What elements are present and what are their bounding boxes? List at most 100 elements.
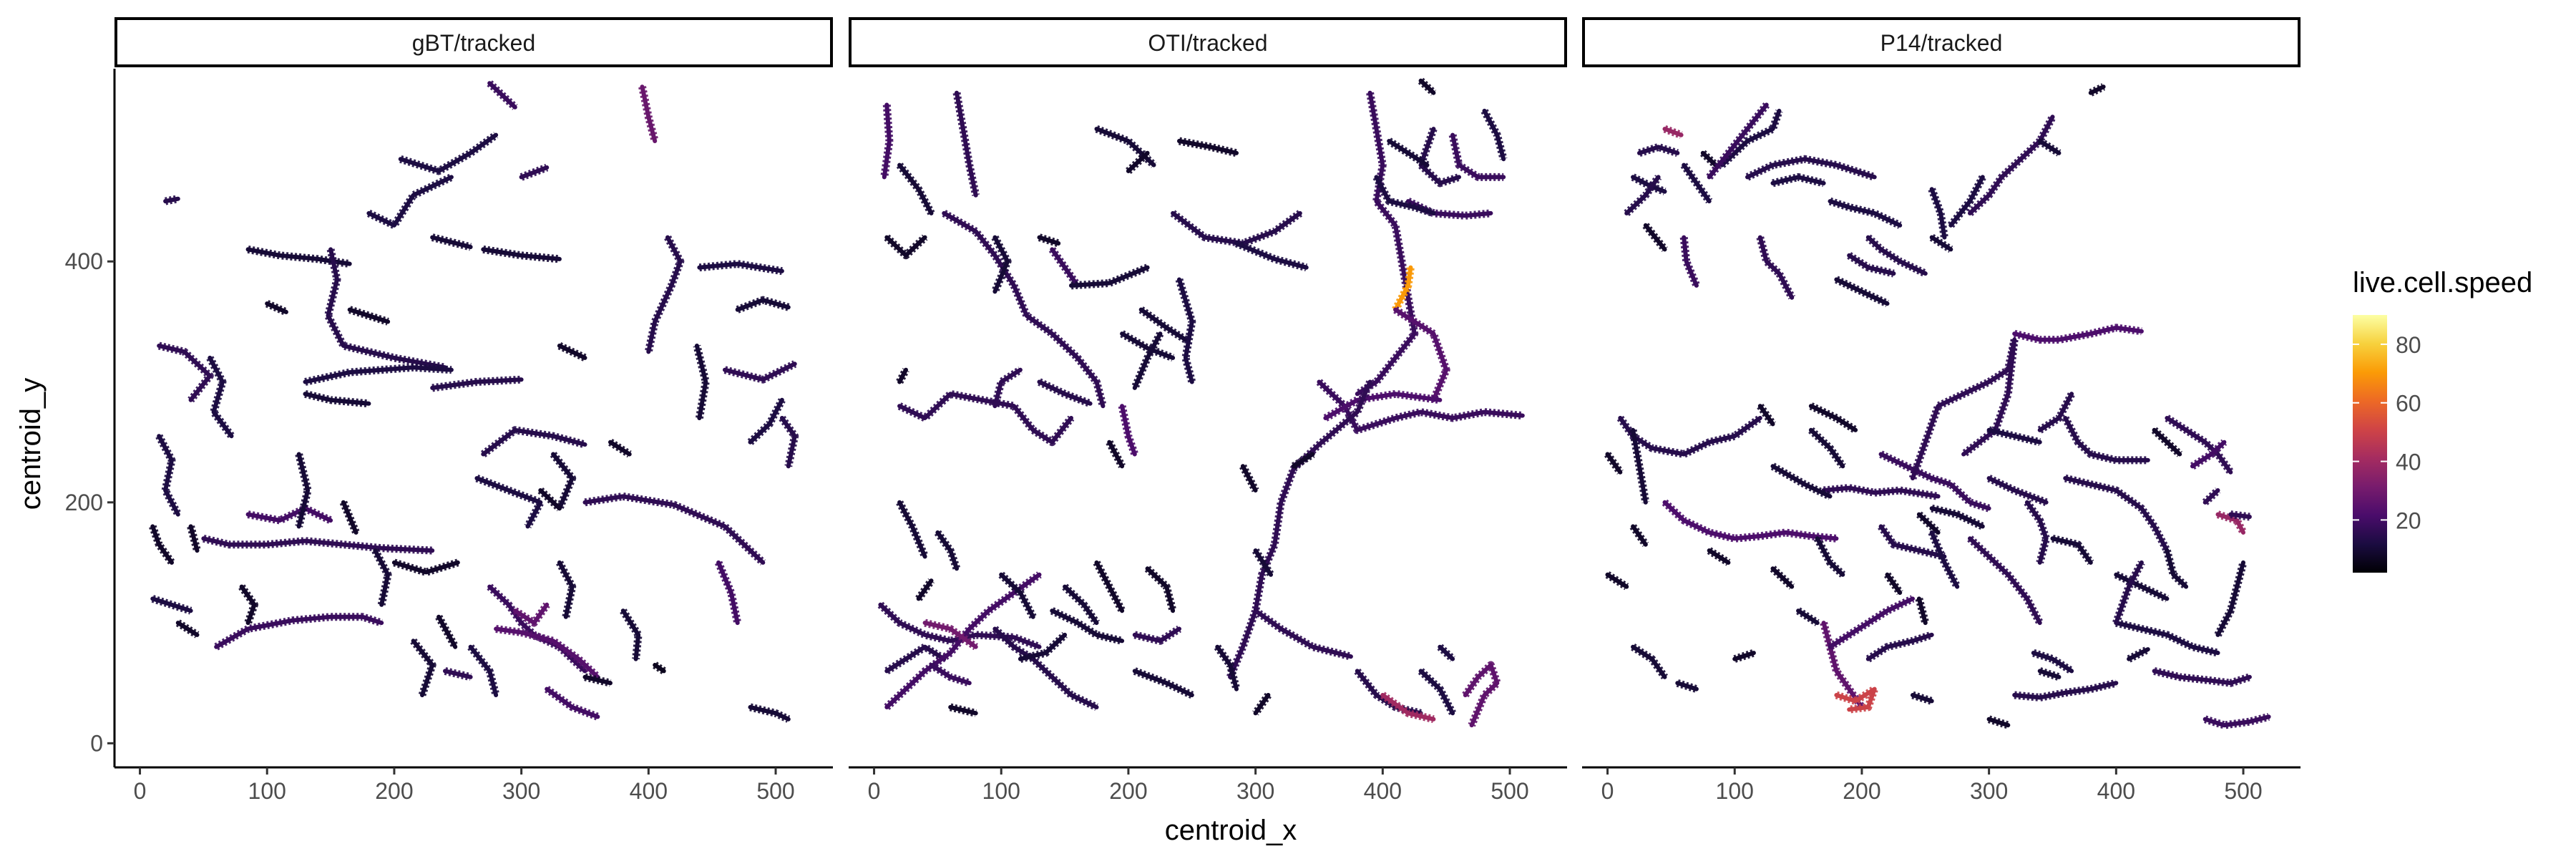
cell-track <box>1770 175 1826 185</box>
track-halo <box>1354 668 1422 717</box>
x-tick-label: 0 <box>868 778 881 804</box>
cell-track <box>992 626 1099 709</box>
cell-track <box>694 344 708 420</box>
facet-panel: OTI/tracked 0 100 200 300 400 500 <box>849 17 1567 804</box>
cell-track <box>443 669 473 679</box>
cell-track <box>239 584 257 626</box>
cell-track <box>884 572 1042 709</box>
x-tick-label: 400 <box>2097 778 2135 804</box>
cell-track <box>1745 157 1877 180</box>
cell-track <box>882 102 892 180</box>
cell-track <box>1757 235 1795 300</box>
cell-track <box>557 560 575 619</box>
cell-track <box>1834 686 1877 712</box>
x-tick-label: 300 <box>1970 778 2008 804</box>
cell-track <box>897 367 908 384</box>
cell-track <box>1177 139 1239 155</box>
cell-track <box>1418 127 1461 185</box>
cell-track <box>347 307 391 324</box>
cell-track <box>1374 175 1436 215</box>
cell-track <box>538 488 562 511</box>
cell-track <box>1215 644 1239 691</box>
cell-track <box>326 247 447 370</box>
cell-track <box>1171 210 1302 246</box>
cell-track <box>391 560 460 575</box>
cell-track <box>303 365 454 384</box>
cell-track <box>1865 632 1934 661</box>
color-legend: live.cell.speed 20 40 60 80 <box>2353 267 2532 573</box>
cell-track <box>1929 235 1953 252</box>
track-layer <box>149 80 799 723</box>
cell-track <box>2114 572 2170 601</box>
cell-track <box>1847 253 1896 276</box>
cell-track <box>1968 536 2042 626</box>
cell-track <box>1808 404 1858 432</box>
cell-track <box>1916 512 1941 535</box>
cell-track <box>150 596 193 613</box>
cell-track <box>1631 644 1667 679</box>
cell-track <box>646 235 683 354</box>
cell-track <box>779 416 797 469</box>
cell-track <box>208 355 234 439</box>
cell-track <box>1815 536 1845 577</box>
cell-track <box>1132 331 1163 390</box>
cell-track <box>1094 127 1156 168</box>
cell-track <box>1018 632 1068 661</box>
cell-track <box>163 196 180 204</box>
legend-tick-label: 80 <box>2396 332 2421 358</box>
cell-track <box>2031 651 2074 674</box>
cell-track <box>916 578 934 601</box>
cell-track <box>935 530 959 571</box>
cell-track <box>653 663 666 674</box>
cell-track <box>2050 536 2093 565</box>
cell-track <box>430 235 473 249</box>
track-halo <box>1662 499 1837 543</box>
cell-track <box>474 476 543 529</box>
cell-track <box>1929 506 1985 529</box>
cell-track <box>942 210 1106 409</box>
cell-track <box>557 344 587 360</box>
cell-track <box>1605 572 1629 589</box>
cell-track <box>1050 247 1080 288</box>
cell-track <box>2114 560 2144 626</box>
cell-track <box>2024 500 2049 565</box>
cell-track <box>1380 693 1436 722</box>
cell-track <box>1418 78 1436 95</box>
cell-track <box>999 572 1035 619</box>
cell-track <box>723 361 797 382</box>
cell-track <box>512 602 550 626</box>
facet-strip-label: P14/tracked <box>1880 30 2003 56</box>
x-tick-label: 0 <box>1601 778 1614 804</box>
legend-colorbar <box>2353 315 2387 573</box>
cell-track <box>884 644 947 674</box>
cell-track <box>157 434 180 517</box>
cell-track <box>735 298 791 312</box>
cell-track <box>303 392 371 406</box>
legend-tick-label: 20 <box>2396 508 2421 533</box>
cell-track <box>1675 681 1699 691</box>
cell-track <box>494 626 600 679</box>
cell-track <box>716 560 740 626</box>
cell-track <box>1700 150 1718 168</box>
track-layer <box>877 77 1525 728</box>
cell-track <box>1821 485 1941 499</box>
cell-track <box>2037 392 2074 432</box>
cell-track <box>1662 500 1839 541</box>
cell-track <box>1037 379 1093 406</box>
cell-track <box>1796 608 1820 626</box>
cell-track <box>1234 241 1309 270</box>
facet-strip <box>114 17 833 67</box>
track-halo <box>1226 380 1374 679</box>
x-tick-label: 500 <box>1491 778 1528 804</box>
cell-track <box>551 452 575 511</box>
cell-track <box>2037 669 2062 679</box>
cell-track <box>341 500 358 535</box>
cell-track <box>1624 175 1661 215</box>
cell-track <box>1643 223 1667 252</box>
x-tick-label: 400 <box>630 778 668 804</box>
x-tick-label: 200 <box>375 778 413 804</box>
cell-track <box>1968 115 2055 215</box>
cell-track <box>201 536 435 553</box>
x-axis-title: centroid_x <box>1165 815 1297 846</box>
cell-track <box>929 663 972 686</box>
